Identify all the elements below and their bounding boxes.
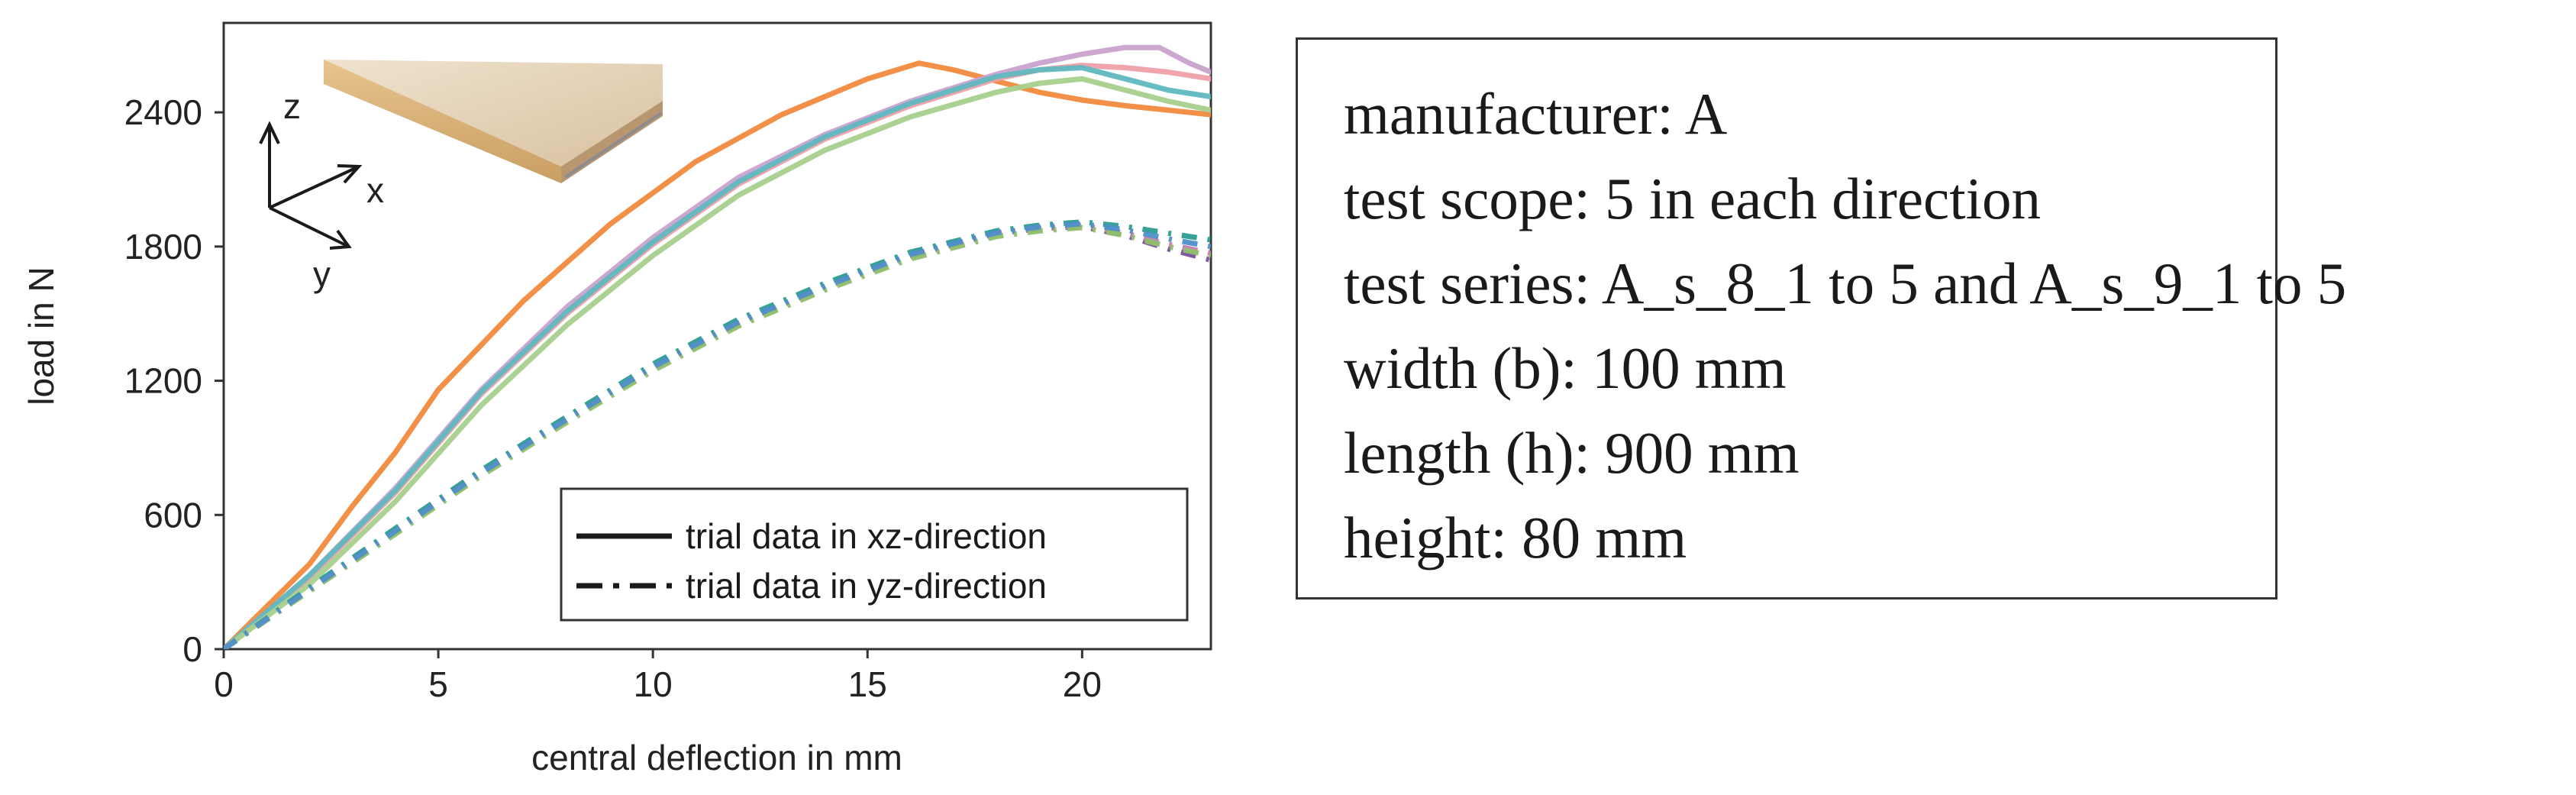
x-tick-label: 10 — [634, 664, 673, 704]
panel-front-face — [324, 60, 561, 183]
legend-label-yz: trial data in yz-direction — [686, 566, 1047, 606]
x-tick-label: 20 — [1063, 664, 1102, 704]
info-width: width (b): 100 mm — [1344, 335, 1787, 401]
y-axis-title: load in N — [21, 267, 61, 406]
series-line-1 — [224, 60, 1211, 649]
y-tick-label: 1200 — [124, 361, 202, 401]
y-tick-label: 0 — [182, 629, 202, 669]
ticks-layer: 0 5 10 15 20 0 600 1200 1800 2400 — [124, 92, 1102, 704]
y-tick-label: 2400 — [124, 92, 202, 132]
x-tick-label: 0 — [214, 664, 234, 704]
x-axis-arrow — [269, 166, 358, 209]
info-test-scope: test scope: 5 in each direction — [1344, 166, 2041, 231]
info-height: height: 80 mm — [1344, 505, 1687, 570]
legend-label-xz: trial data in xz-direction — [686, 516, 1047, 556]
panel-edge — [563, 111, 663, 179]
y-arrow-head — [329, 229, 352, 250]
panel-top-face — [324, 60, 663, 166]
coordinate-axes — [259, 121, 363, 250]
series-line-10 — [224, 221, 1211, 649]
series-line-4 — [224, 65, 1211, 649]
info-length: length (h): 900 mm — [1344, 420, 1800, 486]
x-arrow-head — [337, 164, 363, 184]
y-axis-arrow — [269, 206, 348, 247]
x-axis-title: central deflection in mm — [531, 738, 902, 777]
x-tick-label: 15 — [848, 664, 887, 704]
specimen-inset — [324, 60, 663, 183]
y-tick-label: 1800 — [124, 227, 202, 267]
legend: trial data in xz-direction trial data in… — [560, 487, 1189, 622]
x-axis-label: x — [366, 170, 384, 210]
series-line-5 — [224, 76, 1211, 649]
info-box: manufacturer: A test scope: 5 in each di… — [1296, 37, 2347, 599]
info-manufacturer: manufacturer: A — [1344, 81, 1728, 147]
z-axis-label: z — [283, 86, 301, 126]
z-arrow-head — [259, 121, 280, 144]
legend-box — [560, 487, 1189, 622]
y-axis-label: y — [313, 254, 331, 294]
x-tick-label: 5 — [428, 664, 448, 704]
y-tick-label: 600 — [144, 495, 202, 535]
series-layer — [224, 44, 1211, 649]
info-test-series: test series: A_s_8_1 to 5 and A_s_9_1 to… — [1344, 250, 2347, 316]
